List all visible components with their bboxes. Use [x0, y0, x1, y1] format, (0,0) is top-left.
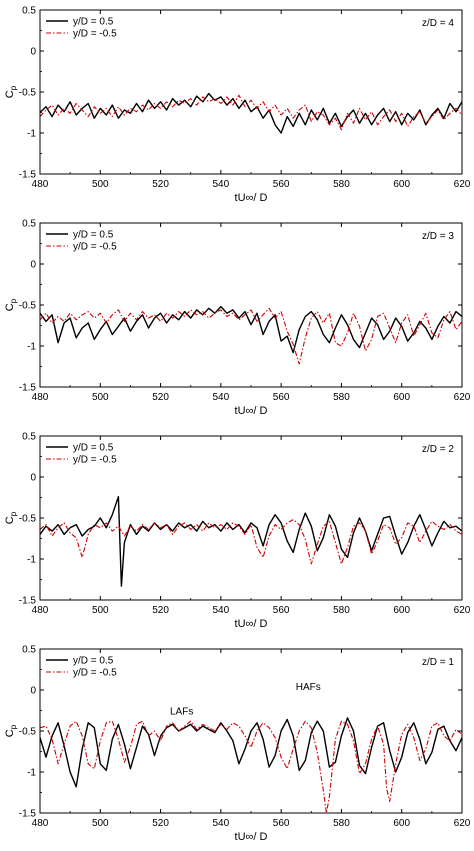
panel-2-x-tick-label: 540	[213, 392, 230, 403]
panel-4-y-axis-label-main: C	[4, 729, 16, 737]
panel-3-y-tick-label: -1.5	[19, 596, 37, 607]
panel-4-annotation-hafs: HAFs	[296, 682, 321, 693]
panel-2-y-tick-label: -1.5	[19, 383, 37, 394]
panel-3-panel-tag: z/D = 2	[422, 444, 454, 455]
panel-4-legend-label-2: y/D = -0.5	[73, 668, 117, 679]
panel-4-series-y-pos-line	[40, 717, 462, 788]
panel-4-y-tick-label: 0	[30, 686, 36, 697]
panel-1: 480 500 520 540 560 580 600 620 0.5 0 -0.5 -1 -1.5 Cp…	[4, 6, 471, 205]
panel-4-x-axis-label: tU∞/ D	[235, 831, 268, 843]
panel-3-y-tick-label: 0	[30, 473, 36, 484]
panel-2-y-axis-label-main: C	[4, 303, 16, 311]
panel-1-y-axis-label-sub: p	[9, 85, 18, 90]
panel-3-y-tick-label: -0.5	[19, 514, 37, 525]
panel-1-y-axis-label: Cp	[4, 85, 18, 98]
panel-3-series-y-neg-line	[40, 519, 462, 565]
panel-4: 480 500 520 540 560 580 600 620 0.5 0 -0.5 -1 -1.5 Cp…	[4, 645, 471, 844]
panel-4-annotation-lafs: LAFs	[170, 707, 193, 718]
panel-1-y-tick-label: 0.5	[22, 6, 36, 17]
panel-1-x-tick-label: 560	[273, 179, 290, 190]
panel-1-y-tick-label: -1.5	[19, 170, 37, 181]
panel-1-x-tick-label: 620	[454, 179, 471, 190]
panel-2-x-tick-label: 560	[273, 392, 290, 403]
panel-4-x-tick-label: 560	[273, 818, 290, 829]
panel-4-legend-label-1: y/D = 0.5	[73, 656, 114, 667]
panel-1-x-tick-label: 500	[92, 179, 109, 190]
panel-4-x-tick-label: 540	[213, 818, 230, 829]
panel-2-y-tick-label: 0.5	[22, 219, 36, 230]
panel-2-y-tick-label: 0	[30, 260, 36, 271]
panel-4-y-tick-label: 0.5	[22, 645, 36, 656]
panel-2-panel-tag: z/D = 3	[422, 231, 454, 242]
panel-1-x-axis-label: tU∞/ D	[235, 192, 268, 204]
panel-1-legend-label-2: y/D = -0.5	[73, 29, 117, 40]
panel-2-y-axis-label-sub: p	[9, 298, 18, 303]
panel-3-y-axis-label-main: C	[4, 516, 16, 524]
panel-3-x-tick-label: 580	[333, 605, 350, 616]
panel-3-y-tick-label: 0.5	[22, 432, 36, 443]
panel-3-x-tick-label: 480	[32, 605, 49, 616]
panel-3-y-axis-label: Cp	[4, 511, 18, 524]
panel-1-x-tick-label: 600	[393, 179, 410, 190]
panel-4-y-axis-label-sub: p	[9, 724, 18, 729]
panel-4-y-tick-label: -1	[27, 768, 36, 779]
panel-4-y-tick-label: -0.5	[19, 727, 37, 738]
panel-2-series-y-pos-line	[40, 305, 462, 354]
panel-4-y-axis-label: Cp	[4, 724, 18, 737]
panel-2-x-tick-label: 500	[92, 392, 109, 403]
panel-1-series-y-pos-line	[40, 92, 462, 134]
panel-1-panel-tag: z/D = 4	[422, 18, 454, 29]
panel-2: 480 500 520 540 560 580 600 620 0.5 0 -0.5 -1 -1.5 Cp…	[4, 219, 471, 418]
panel-3-y-axis-label-sub: p	[9, 511, 18, 516]
panel-2-x-tick-label: 480	[32, 392, 49, 403]
panel-2-x-tick-label: 620	[454, 392, 471, 403]
panel-4-x-tick-label: 580	[333, 818, 350, 829]
panel-1-series-y-neg-line	[40, 94, 462, 131]
panel-3-x-tick-label: 560	[273, 605, 290, 616]
panel-3-y-tick-label: -1	[27, 555, 36, 566]
panel-2-x-tick-label: 600	[393, 392, 410, 403]
panel-2-y-tick-label: -1	[27, 342, 36, 353]
panel-2-legend-label-1: y/D = 0.5	[73, 230, 114, 241]
panel-4-series-y-neg-line	[40, 720, 462, 813]
panel-2-y-tick-label: -0.5	[19, 301, 37, 312]
panel-2-legend-label-2: y/D = -0.5	[73, 242, 117, 253]
panel-4-x-tick-label: 620	[454, 818, 471, 829]
panel-4-x-tick-label: 500	[92, 818, 109, 829]
panel-4-y-tick-label: -1.5	[19, 809, 37, 820]
panel-4-x-tick-label: 600	[393, 818, 410, 829]
panel-1-x-tick-label: 580	[333, 179, 350, 190]
panel-1-x-tick-label: 520	[152, 179, 169, 190]
panel-3-legend-label-2: y/D = -0.5	[73, 455, 117, 466]
panel-3-legend-label-1: y/D = 0.5	[73, 443, 114, 454]
panel-1-y-axis-label-main: C	[4, 90, 16, 98]
panel-4-panel-tag: z/D = 1	[422, 657, 454, 668]
panel-2-x-axis-label: tU∞/ D	[235, 405, 268, 417]
panel-3: 480 500 520 540 560 580 600 620 0.5 0 -0.5 -1 -1.5 Cp…	[4, 432, 471, 631]
panel-1-y-tick-label: 0	[30, 47, 36, 58]
panel-3-x-axis-label: tU∞/ D	[235, 618, 268, 630]
panel-2-series-y-neg-line	[40, 307, 462, 365]
panel-1-y-tick-label: -0.5	[19, 88, 37, 99]
panel-4-x-tick-label: 480	[32, 818, 49, 829]
panel-1-x-tick-label: 540	[213, 179, 230, 190]
panel-1-x-tick-label: 480	[32, 179, 49, 190]
panel-2-y-axis-label: Cp	[4, 298, 18, 311]
panel-3-x-tick-label: 500	[92, 605, 109, 616]
panel-1-legend-label-1: y/D = 0.5	[73, 17, 114, 28]
panel-4-x-tick-label: 520	[152, 818, 169, 829]
panel-3-x-tick-label: 540	[213, 605, 230, 616]
panel-3-x-tick-label: 620	[454, 605, 471, 616]
panel-3-series-y-pos-line	[40, 496, 462, 587]
panel-2-x-tick-label: 520	[152, 392, 169, 403]
panel-1-y-tick-label: -1	[27, 129, 36, 140]
panel-3-x-tick-label: 600	[393, 605, 410, 616]
panel-2-x-tick-label: 580	[333, 392, 350, 403]
panel-3-x-tick-label: 520	[152, 605, 169, 616]
